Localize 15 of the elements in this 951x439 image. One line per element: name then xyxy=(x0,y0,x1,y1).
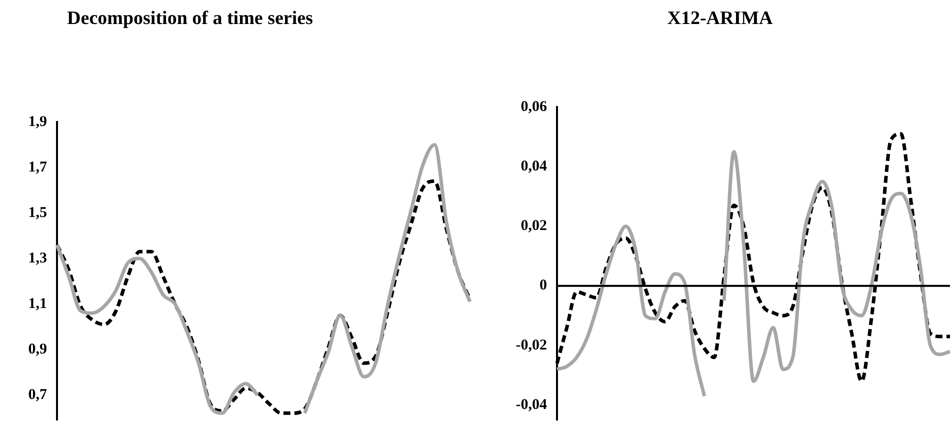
chart-title: X12-ARIMA xyxy=(667,8,773,30)
y-tick-label: 1,9 xyxy=(28,114,47,130)
y-tick-label: 1,3 xyxy=(28,250,47,266)
y-tick-label: 0,02 xyxy=(520,218,547,234)
y-tick-label: 0,04 xyxy=(520,158,548,174)
y-tick-label: -0,02 xyxy=(516,337,547,354)
y-tick-label: 0,06 xyxy=(520,98,548,115)
y-tick-label: -0,04 xyxy=(516,396,548,413)
y-tick-label: 0 xyxy=(540,278,547,294)
y-tick-label: 0,9 xyxy=(28,341,47,358)
y-tick-label: 0,7 xyxy=(28,386,48,403)
chart-title: Decomposition of a time series xyxy=(67,8,313,30)
y-tick-label: 1,5 xyxy=(28,204,47,221)
y-tick-label: 1,1 xyxy=(28,296,47,312)
y-tick-label: 1,7 xyxy=(28,159,48,176)
